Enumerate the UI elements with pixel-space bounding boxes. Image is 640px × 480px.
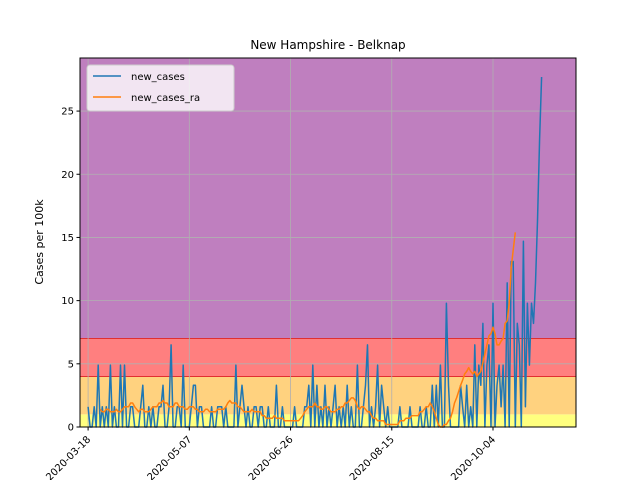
y-axis: 0 5 10 15 20 25 <box>61 107 80 434</box>
plot-frame <box>79 57 577 428</box>
x-tick-label-4: 2020-10-04 <box>449 434 498 480</box>
y-tick-label-2: 10 <box>61 296 74 307</box>
y-tick-label-1: 5 <box>68 359 74 370</box>
risk-bands <box>80 58 576 427</box>
x-tick-label-3: 2020-08-15 <box>348 434 397 480</box>
legend-label-new-cases: new_cases <box>131 72 185 83</box>
y-tick-label-0: 0 <box>68 423 74 434</box>
chart-title: New Hampshire - Belknap <box>250 38 405 52</box>
x-tick-label-1: 2020-05-07 <box>146 434 195 480</box>
y-tick-label-4: 20 <box>61 170 74 181</box>
y-axis-label: Cases per 100k <box>33 199 46 285</box>
series-line-new-cases-ra <box>99 232 517 428</box>
legend-box <box>86 64 235 112</box>
risk-band-2 <box>80 338 576 377</box>
y-tick-label-5: 25 <box>61 107 74 118</box>
x-tick-label-0: 2020-03-18 <box>44 434 93 480</box>
legend-label-new-cases-ra: new_cases_ra <box>131 93 200 104</box>
x-tick-label-2: 2020-06-26 <box>247 434 296 480</box>
x-axis: 2020-03-18 2020-05-07 2020-06-26 2020-08-15… <box>44 427 498 480</box>
legend: new_cases new_cases_ra <box>86 64 235 112</box>
y-tick-label-3: 15 <box>61 233 74 244</box>
